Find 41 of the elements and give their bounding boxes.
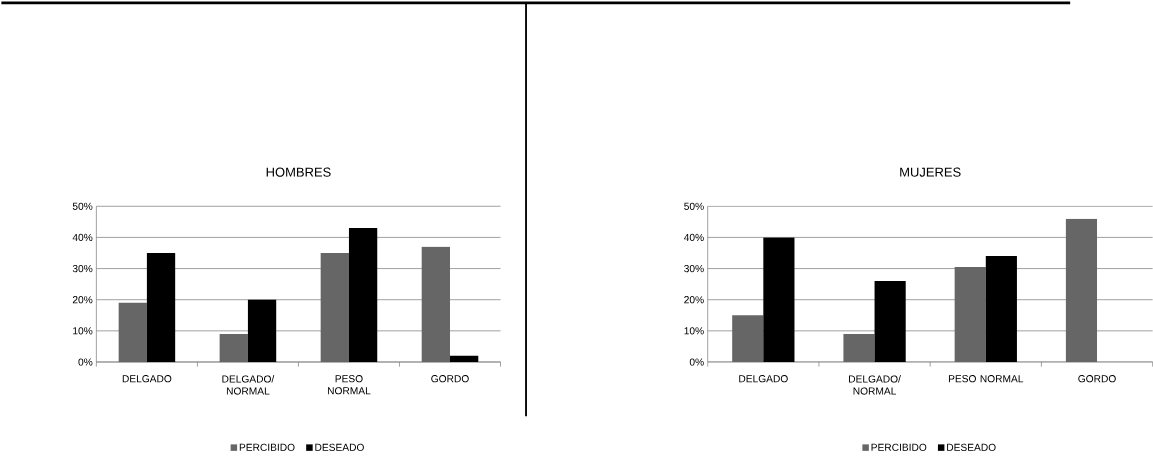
- x-tick-label: DELGADO: [122, 375, 172, 383]
- legend-label: DESEADO: [947, 443, 996, 451]
- y-tick-label: 40%: [683, 233, 704, 241]
- x-tick-label: GORDO: [1078, 375, 1116, 383]
- bar: [247, 299, 277, 362]
- bar: [320, 252, 349, 362]
- y-tick-label: 0%: [689, 358, 704, 366]
- bar: [421, 246, 450, 362]
- x-tick-label: DELGADO/ NORMAL: [849, 375, 901, 395]
- y-tick-label: 30%: [684, 264, 704, 273]
- y-tick-label: 10%: [73, 327, 93, 335]
- x-tick-label: GORDO: [431, 375, 469, 383]
- bar: [985, 256, 1017, 362]
- y-tick-label: 50%: [684, 202, 704, 210]
- x-tick-label: DELGADO: [739, 375, 788, 383]
- y-tick-label: 50%: [72, 202, 93, 210]
- bar: [874, 280, 906, 362]
- y-tick-label: 20%: [72, 296, 93, 304]
- y-tick-label: 20%: [684, 296, 704, 304]
- x-tick-label: DELGADO/ NORMAL: [222, 375, 275, 395]
- bar: [732, 315, 764, 362]
- bar: [954, 266, 986, 362]
- y-tick-label: 30%: [72, 264, 93, 273]
- legend-label: DESEADO: [315, 443, 364, 451]
- bar: [146, 252, 176, 362]
- bar: [843, 333, 875, 362]
- y-tick-label: 10%: [684, 327, 704, 335]
- chart-title: MUJERES: [900, 167, 961, 177]
- x-tick-label: PESO NORMAL: [327, 375, 371, 395]
- y-tick-label: 0%: [78, 358, 93, 366]
- bar: [1065, 218, 1098, 362]
- bar: [763, 237, 795, 362]
- bar: [219, 333, 248, 362]
- y-tick-label: 40%: [72, 233, 93, 241]
- bar: [118, 302, 147, 362]
- x-tick-label: PESO NORMAL: [948, 375, 1024, 383]
- chart-title: HOMBRES: [266, 167, 331, 177]
- legend-label: PERCIBIDO: [871, 443, 927, 451]
- bar: [449, 355, 479, 362]
- bar: [348, 228, 378, 362]
- legend-label: PERCIBIDO: [239, 443, 295, 451]
